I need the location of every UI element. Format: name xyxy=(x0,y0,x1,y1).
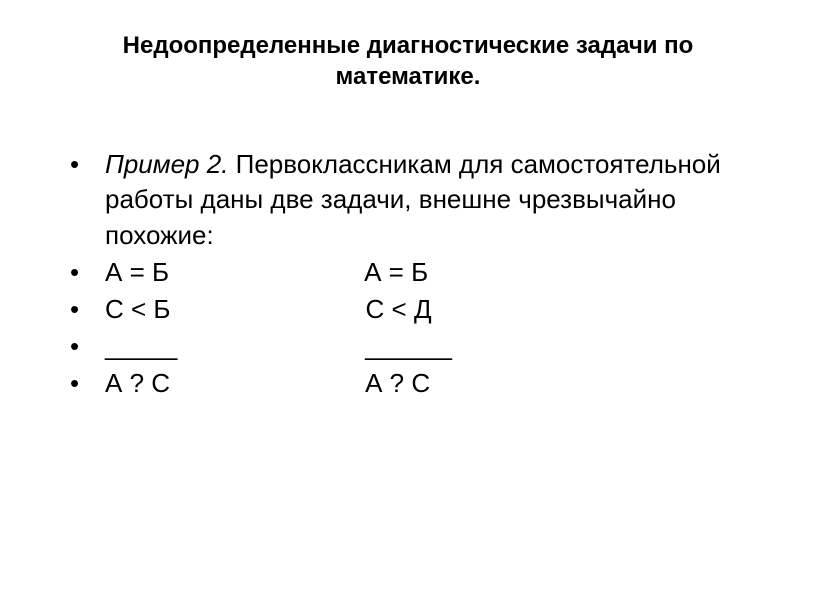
row-text-2: _____ ______ xyxy=(105,329,756,364)
row-item-1: • С < Б С < Д xyxy=(70,292,756,327)
bullet-marker: • xyxy=(70,255,105,290)
intro-text: Пример 2. Первоклассникам для самостояте… xyxy=(105,147,756,252)
slide-content: • Пример 2. Первоклассникам для самостоя… xyxy=(60,147,756,401)
bullet-marker: • xyxy=(70,329,105,364)
page-title: Недоопределенные диагностические задачи … xyxy=(60,30,756,92)
bullet-marker: • xyxy=(70,147,105,182)
row-item-0: • А = Б А = Б xyxy=(70,255,756,290)
row-text-1: С < Б С < Д xyxy=(105,292,756,327)
bullet-marker: • xyxy=(70,366,105,401)
row-item-2: • _____ ______ xyxy=(70,329,756,364)
row-text-0: А = Б А = Б xyxy=(105,255,756,290)
row-item-3: • А ? С А ? С xyxy=(70,366,756,401)
bullet-marker: • xyxy=(70,292,105,327)
example-label: Пример 2. xyxy=(105,149,228,179)
row-text-3: А ? С А ? С xyxy=(105,366,756,401)
intro-item: • Пример 2. Первоклассникам для самостоя… xyxy=(70,147,756,252)
